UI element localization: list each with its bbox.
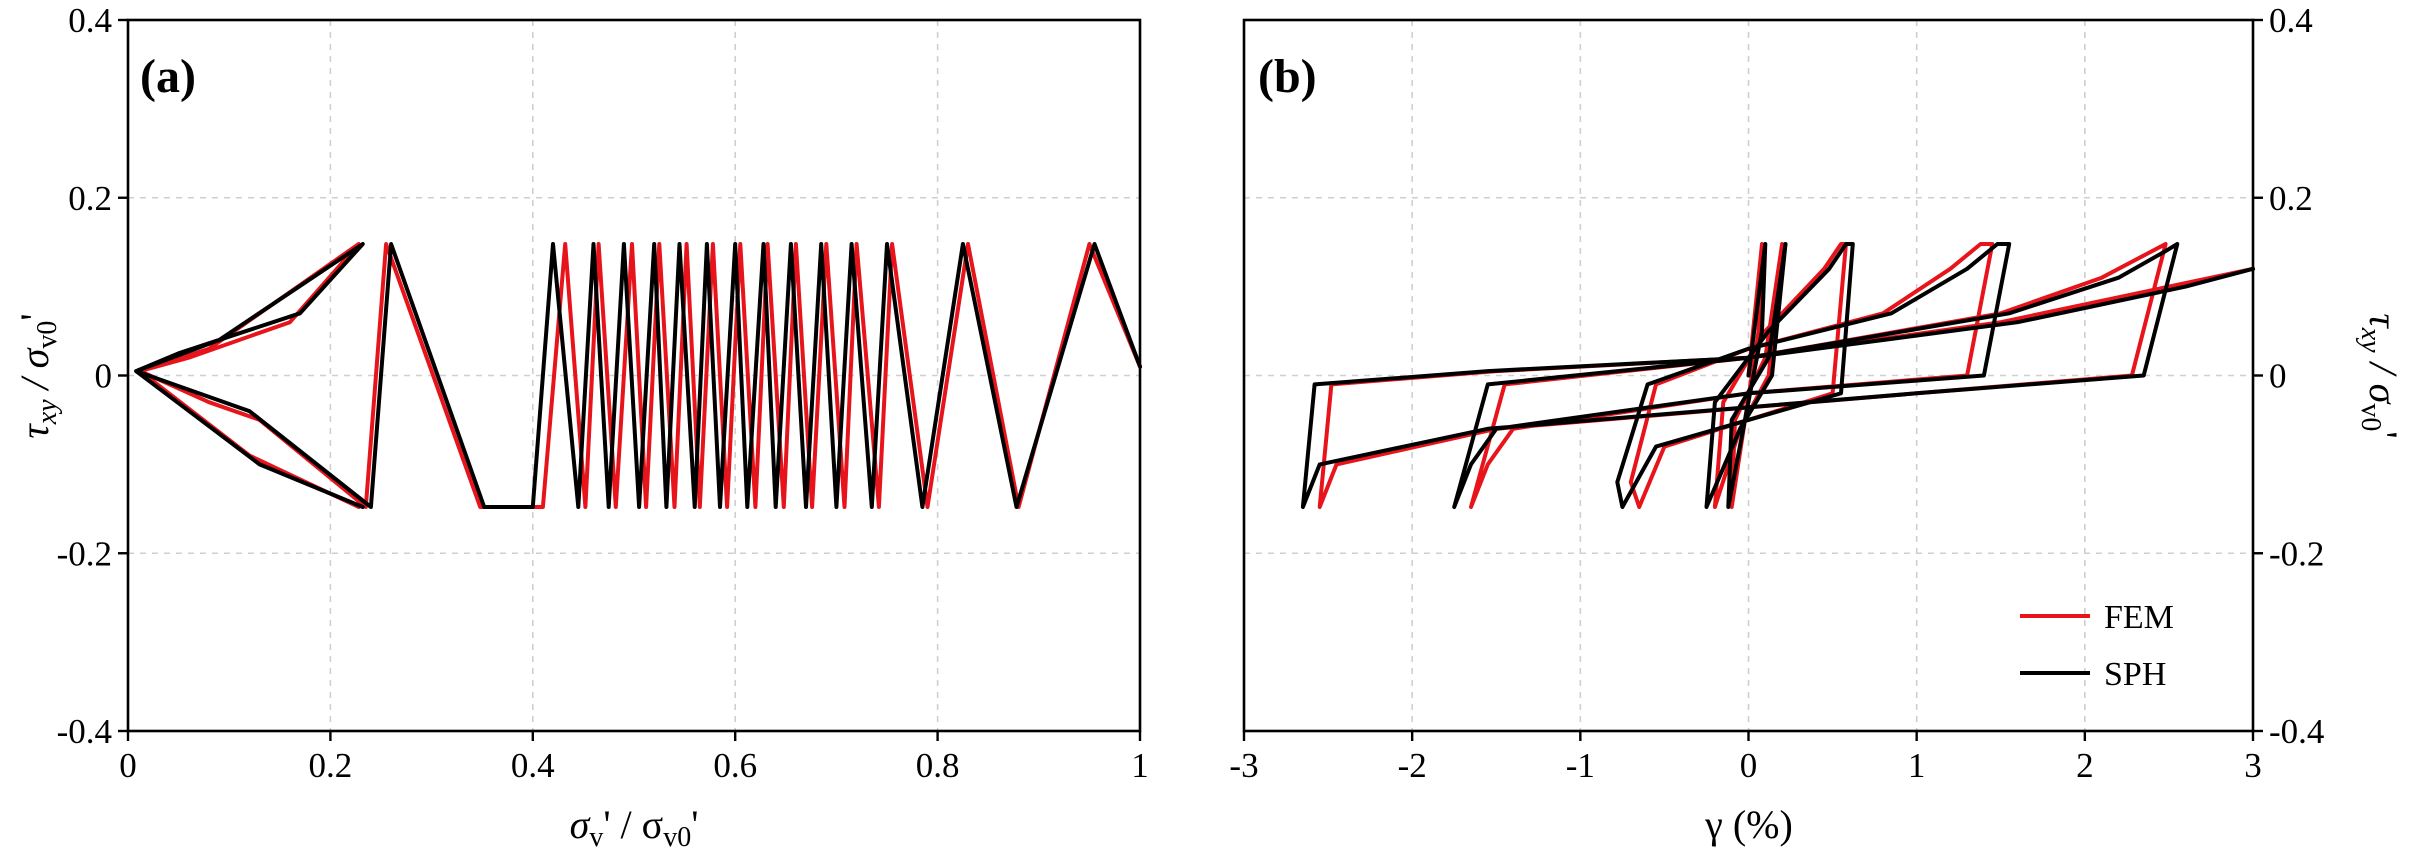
- panel-a-y-axis-title: τxy / σv0': [12, 313, 63, 438]
- panel-b-y-axis-title: τxy / σv0': [2355, 313, 2406, 438]
- panel-a-xlabel-mid: ' / σ: [603, 802, 663, 847]
- panel-a-curves: [134, 242, 1142, 509]
- panel-b: -3 -2 -1 0 1 2 3 -0.4 -0.2 0 0.2 0.4 (b) γ (%) τxy…: [1229, 1, 2406, 847]
- panel-a-ylabel-tau: τ: [12, 423, 57, 439]
- panel-b-curves: [1300, 242, 2255, 509]
- panel-a-xlabel-sub2: v0: [663, 822, 691, 853]
- panel-b-xtick-label-6: 3: [2244, 746, 2262, 785]
- panel-a-ylabel-sub1: xy: [32, 399, 63, 425]
- panel-a-xtick-label-0: 0: [119, 746, 137, 785]
- panel-a-ytick-label-0: -0.4: [57, 712, 112, 751]
- panel-b-ytick-label-1: -0.2: [2269, 534, 2324, 573]
- panel-a: 0 0.2 0.4 0.6 0.8 1 -0.4-0.200.20.4 (a) σv' /…: [12, 1, 1149, 853]
- panel-a-ytick-label-3: 0.2: [68, 179, 112, 218]
- panel-a-xlabel-sigma: σ: [570, 802, 591, 847]
- panel-a-ticks: [118, 18, 1142, 741]
- panel-a-xtick-label-5: 1: [1131, 746, 1149, 785]
- panel-b-y-tick-labels: -0.4 -0.2 0 0.2 0.4: [2269, 1, 2324, 751]
- legend-fem-label: FEM: [2104, 599, 2174, 636]
- panel-a-xtick-label-1: 0.2: [309, 746, 353, 785]
- panel-b-ylabel-end: ': [2361, 431, 2406, 438]
- panel-a-xlabel-sub1: v: [589, 822, 603, 853]
- panel-b-sph-curve: [1300, 242, 2255, 509]
- panel-b-xtick-label-5: 2: [2076, 746, 2094, 785]
- panel-b-ytick-label-4: 0.4: [2269, 1, 2313, 40]
- panel-b-xtick-label-1: -2: [1398, 746, 1427, 785]
- panel-b-ticks: [1242, 18, 2263, 741]
- panel-a-xtick-label-3: 0.6: [713, 746, 757, 785]
- panel-b-xtick-label-3: 0: [1740, 746, 1758, 785]
- panel-b-x-axis-title: γ (%): [1704, 802, 1793, 847]
- panel-a-sph-curve: [134, 242, 1142, 509]
- panel-a-ylabel-mid: / σ: [12, 347, 57, 399]
- panel-b-tag: (b): [1258, 50, 1317, 103]
- legend-sph-label: SPH: [2104, 656, 2166, 693]
- panel-a-grid: [128, 20, 1140, 731]
- panel-a-ytick-label-1: -0.2: [57, 534, 112, 573]
- panel-b-ylabel-sub1: xy: [2355, 327, 2386, 353]
- panel-a-x-tick-labels: 0 0.2 0.4 0.6 0.8 1: [119, 746, 1149, 785]
- panel-b-ytick-label-2: 0: [2269, 357, 2287, 396]
- panel-a-xlabel-end: ': [691, 802, 698, 847]
- panel-b-xtick-label-0: -3: [1229, 746, 1258, 785]
- panel-b-ytick-label-3: 0.2: [2269, 179, 2313, 218]
- panel-a-x-axis-title: σv' / σv0': [570, 802, 699, 853]
- panel-a-ytick-label-4: 0.4: [68, 1, 112, 40]
- panel-b-ylabel-sub2: v0: [2355, 403, 2386, 431]
- panel-a-tag: (a): [140, 50, 196, 103]
- panel-a-ylabel-end: ': [12, 313, 57, 320]
- panel-b-xtick-label-2: -1: [1566, 746, 1595, 785]
- panel-a-xtick-label-2: 0.4: [511, 746, 555, 785]
- panel-b-x-tick-labels: -3 -2 -1 0 1 2 3: [1229, 746, 2261, 785]
- panel-b-ytick-label-0: -0.4: [2269, 712, 2324, 751]
- panel-b-ylabel-mid: / σ: [2361, 353, 2406, 405]
- panel-a-ytick-label-2: 0: [95, 357, 113, 396]
- panel-a-ylabel-sub2: v0: [32, 321, 63, 349]
- panel-b-ylabel-tau: τ: [2361, 313, 2406, 329]
- legend: FEM SPH: [2020, 599, 2174, 693]
- panel-a-y-tick-labels: -0.4 -0.2 0 0.2 0.4: [57, 1, 112, 751]
- panel-b-xtick-label-4: 1: [1908, 746, 1926, 785]
- panel-a-xtick-label-4: 0.8: [916, 746, 960, 785]
